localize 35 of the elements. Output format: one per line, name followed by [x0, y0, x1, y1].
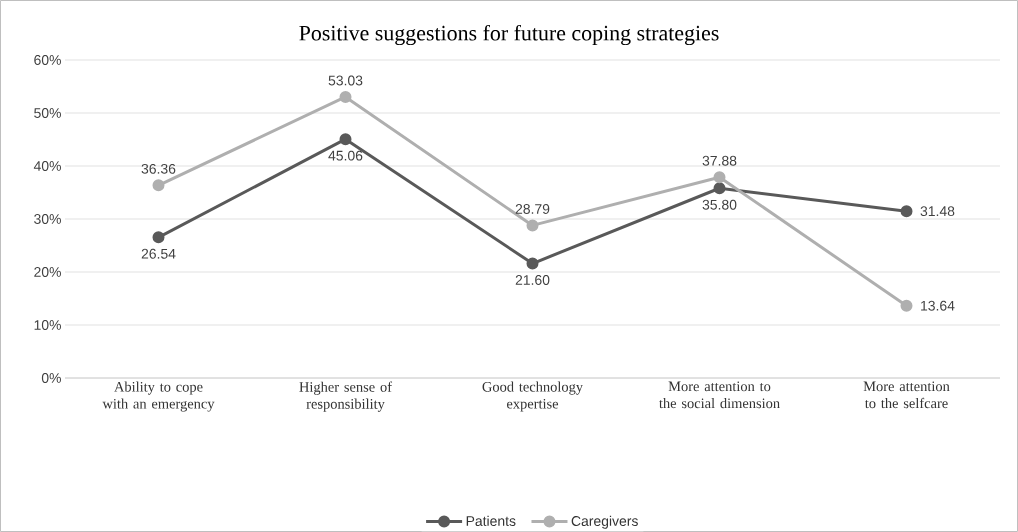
data-label: 53.03	[328, 75, 363, 86]
data-label: 36.36	[141, 163, 176, 174]
data-label: 45.06	[328, 150, 363, 161]
data-label: 28.79	[515, 204, 550, 214]
point	[339, 90, 352, 103]
legend-label: Patients	[466, 515, 516, 526]
point	[339, 133, 352, 146]
legend-label: Caregivers	[571, 515, 638, 529]
data-label: 35.80	[702, 199, 737, 210]
point	[526, 257, 539, 270]
y-tick-label: 0%	[41, 373, 61, 383]
y-tick-label: 20%	[34, 267, 61, 277]
x-tick-label: Good technology expertise	[482, 381, 584, 412]
y-tick-label: 40%	[33, 161, 61, 171]
point	[900, 299, 913, 312]
y-tick-label: 60%	[34, 55, 61, 65]
data-label: 26.54	[141, 248, 176, 259]
y-tick-label: 50%	[34, 108, 61, 118]
point	[713, 182, 726, 195]
data-label: 31.48	[920, 206, 955, 217]
y-tick-label: 30%	[34, 214, 61, 224]
point	[526, 219, 539, 232]
data-label: 21.60	[515, 275, 550, 285]
x-tick-label: More attention to the social dimension	[659, 381, 780, 409]
x-tick-label: Higher sense of responsibility	[299, 381, 393, 412]
x-tick-label: More attention to the selfcare	[863, 381, 950, 409]
chart-title: Positive suggestions for future coping strategies	[299, 24, 719, 46]
data-label: 13.64	[921, 300, 955, 311]
point	[713, 171, 726, 184]
data-label: 37.88	[702, 155, 737, 166]
point	[152, 231, 165, 244]
y-tick-label: 10%	[34, 320, 61, 330]
point	[152, 179, 165, 192]
point	[900, 205, 913, 218]
x-tick-label: Ability to cope with an emergency	[102, 381, 215, 412]
